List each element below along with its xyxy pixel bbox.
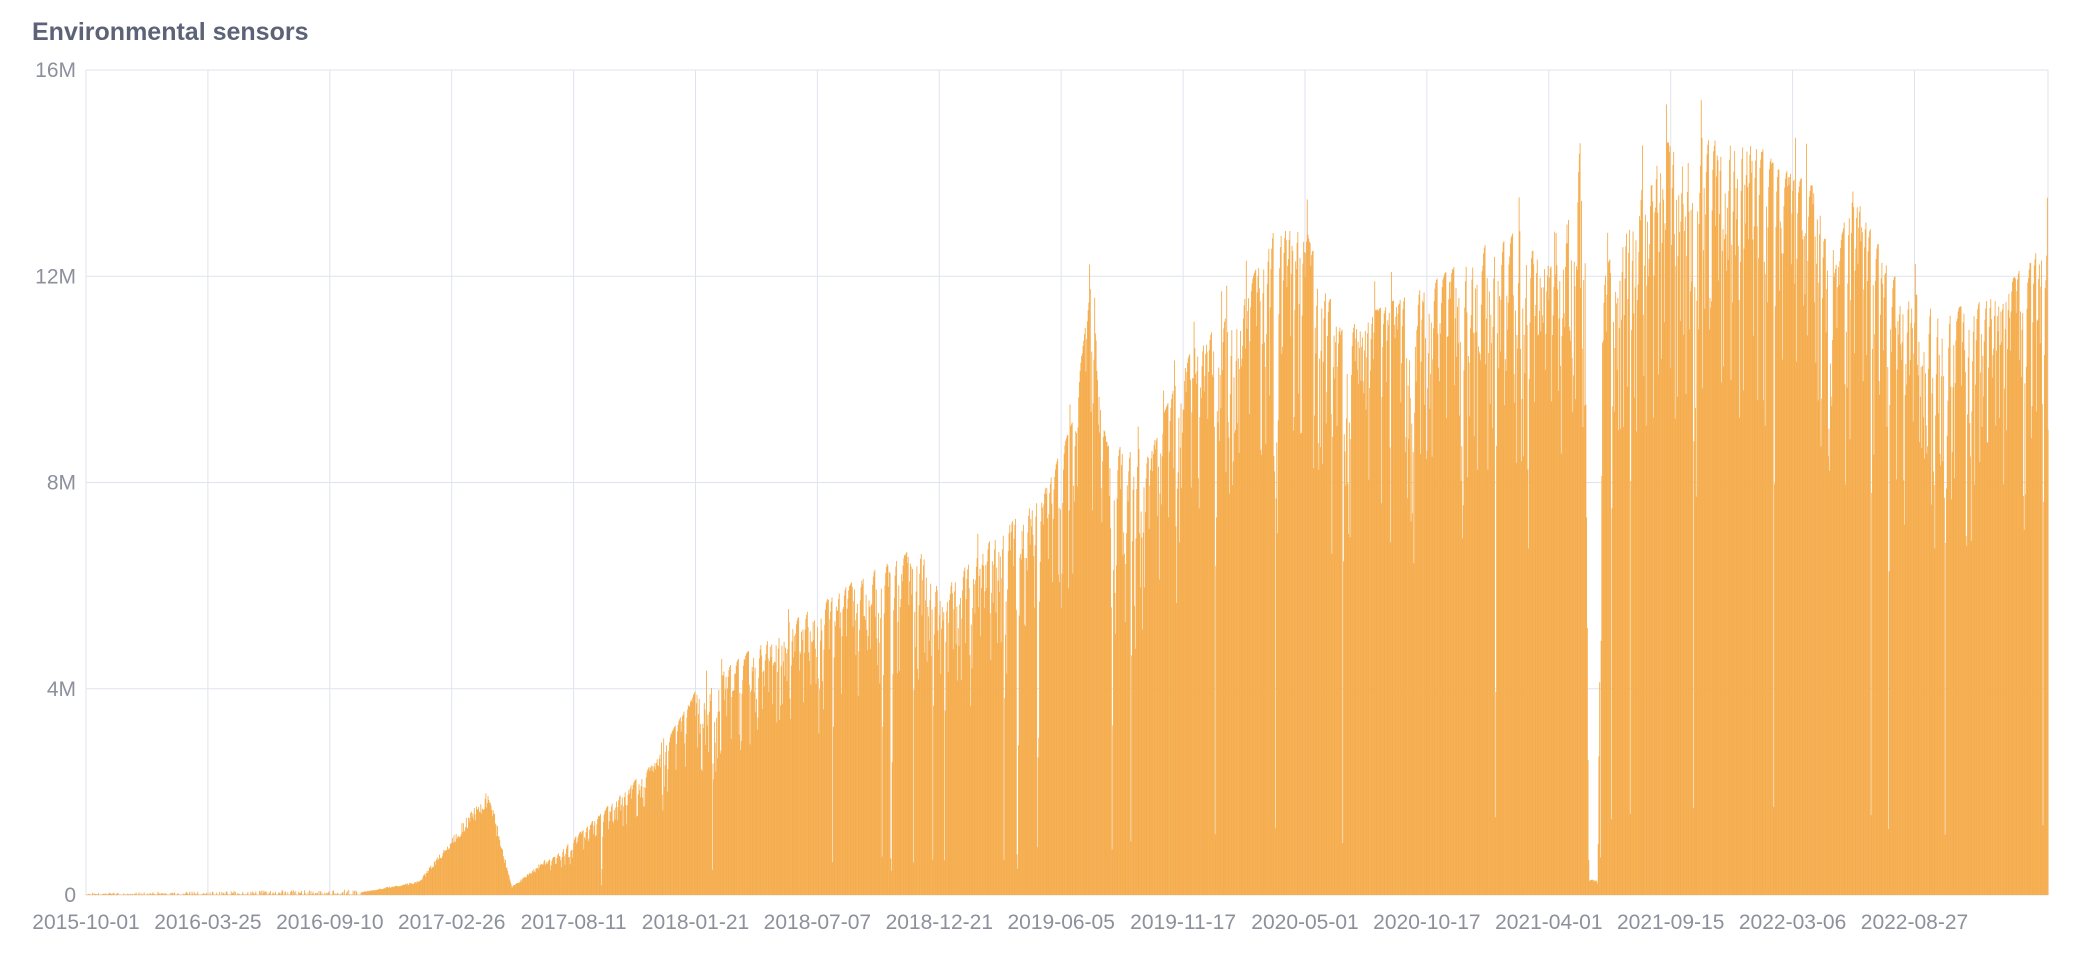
svg-text:2018-12-21: 2018-12-21 — [886, 911, 993, 934]
svg-text:2019-06-05: 2019-06-05 — [1007, 911, 1114, 934]
svg-text:2020-10-17: 2020-10-17 — [1373, 911, 1480, 934]
svg-text:0: 0 — [64, 884, 76, 907]
svg-text:2018-07-07: 2018-07-07 — [764, 911, 871, 934]
svg-text:2019-11-17: 2019-11-17 — [1130, 911, 1236, 934]
svg-text:2016-03-25: 2016-03-25 — [154, 911, 261, 934]
svg-text:2016-09-10: 2016-09-10 — [276, 911, 383, 934]
svg-text:2018-01-21: 2018-01-21 — [642, 911, 749, 934]
svg-text:2017-08-11: 2017-08-11 — [521, 911, 627, 934]
svg-text:2020-05-01: 2020-05-01 — [1251, 911, 1358, 934]
svg-text:16M: 16M — [35, 59, 76, 82]
svg-text:12M: 12M — [35, 265, 76, 288]
svg-text:2022-08-27: 2022-08-27 — [1861, 911, 1968, 934]
svg-text:2021-09-15: 2021-09-15 — [1617, 911, 1724, 934]
svg-text:8M: 8M — [47, 472, 76, 495]
svg-text:2015-10-01: 2015-10-01 — [32, 911, 139, 934]
svg-text:2017-02-26: 2017-02-26 — [398, 911, 505, 934]
svg-text:2021-04-01: 2021-04-01 — [1495, 911, 1602, 934]
svg-text:4M: 4M — [47, 678, 76, 701]
svg-text:2022-03-06: 2022-03-06 — [1739, 911, 1846, 934]
